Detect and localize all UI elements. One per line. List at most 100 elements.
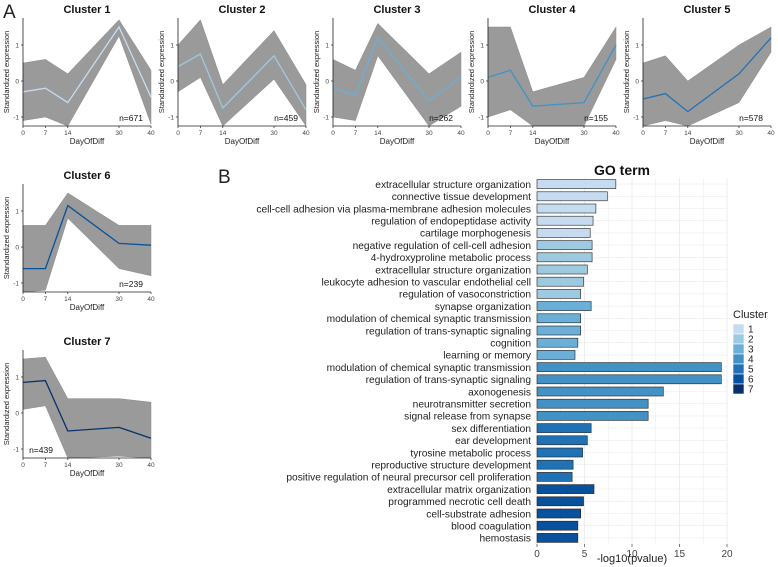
x-tick-label: 40 bbox=[147, 462, 155, 469]
go-term-label: modulation of chemical synaptic transmis… bbox=[327, 363, 531, 374]
legend-swatch bbox=[732, 343, 745, 355]
go-bar bbox=[536, 301, 592, 311]
y-tick-label: 1 bbox=[15, 209, 19, 216]
x-tick-label: 14 bbox=[64, 296, 72, 303]
y-tick-label: -1 bbox=[633, 115, 639, 122]
x-tick-label: 20 bbox=[721, 549, 733, 560]
go-term-label: cell-substrate adhesion bbox=[426, 509, 531, 520]
y-tick-label: 1 bbox=[635, 43, 639, 50]
cluster-count-label: n=671 bbox=[119, 113, 143, 123]
x-tick-label: 0 bbox=[21, 130, 25, 137]
go-bar bbox=[536, 508, 582, 519]
x-tick-label: 0 bbox=[534, 549, 540, 560]
go-bar bbox=[536, 337, 579, 348]
x-axis-label: DayOfDiff bbox=[690, 137, 725, 146]
cluster-panel-5: Cluster 5 -1 0 1 0 7 14 30 40 DayOfDiff Standardiz… bbox=[622, 4, 775, 146]
y-axis-label: Standardized expression bbox=[312, 31, 321, 114]
go-term-label: hemostasis bbox=[479, 534, 531, 545]
x-tick-label: 0 bbox=[331, 130, 335, 137]
legend-title: Cluster bbox=[733, 309, 768, 321]
x-tick-label: 14 bbox=[64, 462, 72, 469]
y-tick-label: -1 bbox=[478, 115, 484, 122]
cluster-panel-2: Cluster 2 -1 0 1 0 7 14 30 40 DayOfDiff Standardiz… bbox=[157, 4, 310, 146]
chart-title: GO term bbox=[594, 162, 650, 178]
x-tick-label: 30 bbox=[115, 130, 123, 137]
go-bar bbox=[536, 374, 722, 385]
x-tick-label: 14 bbox=[684, 130, 692, 137]
go-bar bbox=[536, 276, 584, 287]
y-tick-label: -1 bbox=[13, 281, 19, 288]
go-bar bbox=[536, 264, 588, 275]
x-axis-label: DayOfDiff bbox=[70, 303, 105, 312]
legend-swatch bbox=[732, 363, 745, 375]
legend-swatch bbox=[732, 373, 745, 385]
x-tick-label: 7 bbox=[199, 130, 203, 137]
x-tick-label: 7 bbox=[354, 130, 358, 137]
go-term-label: extracellular matrix organization bbox=[387, 485, 531, 496]
go-term-label: blood coagulation bbox=[451, 522, 531, 533]
cluster-title: Cluster 1 bbox=[63, 4, 110, 16]
mean-line bbox=[23, 204, 152, 270]
x-axis-label: DayOfDiff bbox=[380, 137, 415, 146]
cluster-panel-7: Cluster 7 -1 0 1 0 7 14 30 40 DayOfDiff Standardiz… bbox=[2, 336, 155, 478]
go-term-label: regulation of endopeptidase activity bbox=[371, 217, 532, 228]
x-tick-label: 14 bbox=[219, 130, 227, 137]
go-bar bbox=[536, 459, 574, 470]
cluster-panel-4: Cluster 4 -1 0 1 0 7 14 30 40 DayOfDiff Standardiz… bbox=[467, 4, 620, 146]
y-tick-label: 0 bbox=[15, 79, 19, 86]
y-tick-label: 0 bbox=[480, 79, 484, 86]
go-term-label: regulation of trans-synaptic signaling bbox=[366, 326, 532, 337]
profile-band bbox=[642, 26, 772, 127]
y-axis-label: Standardized expression bbox=[467, 31, 476, 114]
go-term-label: modulation of chemical synaptic transmis… bbox=[327, 314, 531, 325]
legend-label: 6 bbox=[748, 375, 754, 386]
x-tick-label: 14 bbox=[374, 130, 382, 137]
x-tick-label: 40 bbox=[147, 296, 155, 303]
go-term-label: reproductive structure development bbox=[371, 461, 531, 472]
go-bar bbox=[536, 447, 583, 458]
go-term-label: regulation of vasoconstriction bbox=[399, 290, 531, 301]
go-bar bbox=[536, 350, 576, 360]
go-term-label: ear development bbox=[455, 436, 531, 447]
x-axis-label: DayOfDiff bbox=[535, 137, 570, 146]
legend-label: 3 bbox=[748, 345, 754, 356]
x-tick-label: 30 bbox=[115, 462, 123, 469]
cluster-panel-1: Cluster 1 -1 0 1 0 7 14 30 40 DayOfDiff Standardiz… bbox=[2, 4, 155, 146]
x-tick-label: 7 bbox=[664, 130, 668, 137]
go-term-label: leukocyte adhesion to vascular endotheli… bbox=[321, 278, 531, 289]
go-bar bbox=[536, 289, 582, 299]
y-axis-label: Standardized expression bbox=[2, 197, 11, 280]
go-bar bbox=[536, 411, 649, 421]
go-bar bbox=[536, 362, 722, 372]
go-term-label: regulation of trans-synaptic signaling bbox=[366, 375, 532, 386]
go-bar bbox=[536, 484, 595, 494]
legend-swatch bbox=[732, 323, 745, 335]
y-tick-label: -1 bbox=[13, 447, 19, 454]
go-term-label: negative regulation of cell-cell adhesio… bbox=[353, 241, 531, 252]
x-tick-label: 40 bbox=[767, 130, 775, 137]
x-tick-label: 7 bbox=[44, 130, 48, 137]
x-tick-label: 14 bbox=[64, 130, 72, 137]
x-tick-label: 7 bbox=[509, 130, 513, 137]
cluster-title: Cluster 4 bbox=[528, 4, 576, 16]
y-axis-label: Standardized expression bbox=[2, 363, 11, 446]
x-tick-label: 7 bbox=[44, 462, 48, 469]
cluster-count-label: n=262 bbox=[429, 113, 453, 123]
go-term-label: cell-cell adhesion via plasma-membrane a… bbox=[256, 204, 531, 215]
go-term-label: 4-hydroxyproline metabolic process bbox=[371, 253, 531, 264]
go-term-label: tyrosine metabolic process bbox=[410, 448, 531, 459]
go-bar bbox=[536, 191, 608, 202]
go-bar bbox=[536, 520, 579, 531]
legend-label: 4 bbox=[748, 355, 754, 366]
y-tick-label: 1 bbox=[170, 43, 174, 50]
cluster-panel-3: Cluster 3 -1 0 1 0 7 14 30 40 DayOfDiff Standardiz… bbox=[312, 4, 465, 146]
profile-band bbox=[177, 19, 307, 127]
x-tick-label: 40 bbox=[612, 130, 620, 137]
cluster-count-label: n=439 bbox=[29, 445, 53, 455]
cluster-count-label: n=459 bbox=[274, 113, 298, 123]
go-bar bbox=[536, 398, 649, 409]
x-tick-label: 30 bbox=[580, 130, 588, 137]
go-term-label: signal release from synapse bbox=[404, 412, 531, 423]
cluster-panel-6: Cluster 6 -1 0 1 0 7 14 30 40 DayOfDiff Standardiz… bbox=[2, 170, 155, 312]
go-bar bbox=[536, 240, 593, 250]
